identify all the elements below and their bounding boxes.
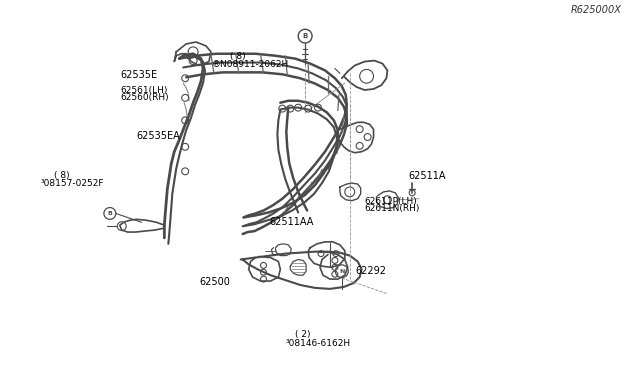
Text: ³08146-6162H: ³08146-6162H bbox=[285, 339, 350, 348]
Text: 62561(LH): 62561(LH) bbox=[120, 86, 168, 95]
Text: B: B bbox=[303, 33, 308, 39]
Text: 62560(RH): 62560(RH) bbox=[120, 93, 169, 102]
Text: ³08157-0252F: ³08157-0252F bbox=[41, 179, 104, 188]
Text: N: N bbox=[339, 269, 344, 274]
Text: 62535EA: 62535EA bbox=[136, 131, 180, 141]
Text: ( 8): ( 8) bbox=[230, 52, 246, 61]
Text: 62500: 62500 bbox=[200, 277, 230, 287]
Text: 62611P(LH): 62611P(LH) bbox=[364, 197, 417, 206]
Text: ( 8): ( 8) bbox=[54, 171, 69, 180]
Text: 62611N(RH): 62611N(RH) bbox=[364, 204, 420, 214]
Text: ( 2): ( 2) bbox=[294, 330, 310, 339]
Text: 62511A: 62511A bbox=[409, 171, 446, 181]
Text: 62292: 62292 bbox=[355, 266, 386, 276]
Text: 62511AA: 62511AA bbox=[269, 217, 314, 227]
Text: R625000X: R625000X bbox=[570, 5, 621, 15]
Text: ®N08911-2062H: ®N08911-2062H bbox=[212, 60, 289, 70]
Text: B: B bbox=[108, 211, 112, 216]
Text: 62535E: 62535E bbox=[120, 70, 157, 80]
